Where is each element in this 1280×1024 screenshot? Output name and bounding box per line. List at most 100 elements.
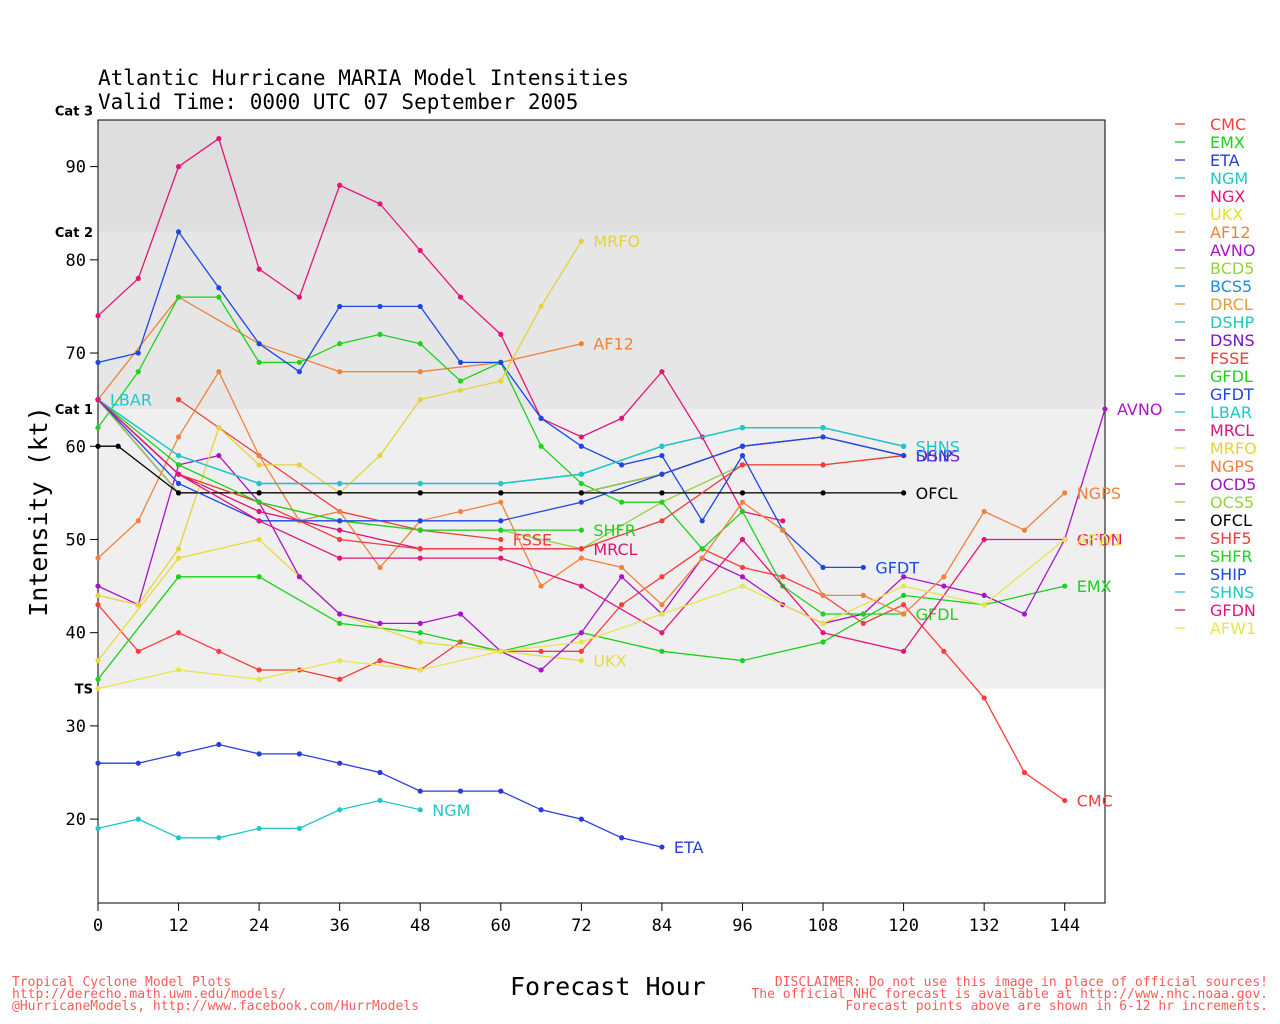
data-point-gfdt xyxy=(417,303,423,310)
data-point-cmc xyxy=(216,648,222,654)
data-point-ship xyxy=(578,499,584,505)
data-point-afw1 xyxy=(175,667,182,673)
y-axis-label: Intensity (kt) xyxy=(24,406,53,617)
end-label-avno: AVNO xyxy=(1117,400,1162,419)
y-tick-label: 80 xyxy=(66,251,86,271)
data-point-ngx xyxy=(95,313,101,319)
data-point-gfdl xyxy=(538,443,544,449)
data-point-cmc xyxy=(377,658,383,664)
data-point-gfdt xyxy=(457,359,464,365)
data-point-gfdt xyxy=(377,303,383,310)
data-point-ngx xyxy=(377,201,383,207)
legend-label-emx: EMX xyxy=(1210,133,1245,152)
data-point-gfdt xyxy=(337,303,343,310)
data-point-gfdn xyxy=(901,648,907,654)
data-point-gfdt xyxy=(659,452,665,459)
data-point-mrcl xyxy=(337,527,343,533)
data-point-ofcl xyxy=(337,490,343,496)
legend-label-mrfo: MRFO xyxy=(1210,439,1257,458)
data-point-ukx xyxy=(417,639,423,645)
data-point-gfdn xyxy=(981,536,987,543)
data-point-ngps xyxy=(901,611,907,617)
data-point-ngps xyxy=(1021,527,1028,533)
data-point-ngps xyxy=(780,527,786,533)
legend-label-bcd5: BCD5 xyxy=(1210,259,1254,278)
data-point-shfr xyxy=(256,499,262,505)
data-point-avno xyxy=(337,611,343,617)
data-point-ngps xyxy=(860,592,866,598)
data-point-ofcl xyxy=(256,490,262,496)
data-point-gfdl xyxy=(457,378,464,384)
x-tick-label: 60 xyxy=(491,916,511,936)
disclaimer-line3: Forecast points above are shown in 6-12 … xyxy=(845,999,1268,1014)
data-point-ngps xyxy=(377,564,383,571)
data-point-avno xyxy=(538,667,544,673)
data-point-emx xyxy=(1062,583,1068,589)
data-point-avno xyxy=(457,611,464,617)
series-line-gfdt xyxy=(97,230,864,569)
data-point-ukx xyxy=(95,658,101,664)
data-point-ngx xyxy=(498,331,504,337)
data-point-gfdt xyxy=(820,564,826,571)
data-point-gfdn xyxy=(659,630,665,636)
legend-label-eta: ETA xyxy=(1210,151,1240,170)
data-point-gfdl xyxy=(820,611,826,617)
data-point-ngps xyxy=(619,564,625,571)
end-label-ship: SHIP xyxy=(916,447,953,466)
data-point-ofcl xyxy=(175,490,182,496)
data-point-ship xyxy=(175,480,182,487)
legend-label-shf5: SHF5 xyxy=(1210,529,1252,548)
data-point-ngps xyxy=(578,555,584,561)
data-point-mrfo xyxy=(296,462,302,468)
data-point-gfdl xyxy=(95,425,101,431)
data-point-gfdt xyxy=(860,564,866,571)
data-point-cmc xyxy=(1021,769,1028,776)
series-line-avno xyxy=(97,408,1106,671)
credit-line3[interactable]: @HurricaneModels, http://www.facebook.co… xyxy=(12,999,419,1014)
end-label-gfdl: GFDL xyxy=(916,605,959,624)
data-point-ship xyxy=(820,434,826,440)
data-point-shns xyxy=(417,480,423,487)
category-label-ts: TS xyxy=(75,683,93,698)
credit-line2[interactable]: http://derecho.math.uwm.edu/models/ xyxy=(12,987,286,1002)
data-point-afw1 xyxy=(498,648,504,654)
data-point-avno xyxy=(941,583,947,589)
x-tick-label: 12 xyxy=(168,916,188,936)
data-point-ukx xyxy=(175,555,182,561)
end-label-ofcl: OFCL xyxy=(916,484,958,503)
data-point-gfdt xyxy=(498,359,504,365)
data-point-eta xyxy=(175,751,182,757)
data-point-cmc xyxy=(780,574,786,580)
category-band-cat-1 xyxy=(98,231,1105,409)
data-point-avno xyxy=(981,592,987,598)
data-point-gfdl xyxy=(578,480,584,487)
legend-label-dsns: DSNS xyxy=(1210,331,1255,350)
data-point-gfdt xyxy=(135,350,141,356)
end-label-emx: EMX xyxy=(1077,577,1112,596)
data-point-afw1 xyxy=(1062,536,1068,543)
y-tick-label: 30 xyxy=(66,717,86,737)
x-tick-label: 48 xyxy=(410,916,430,936)
data-point-gfdl xyxy=(417,341,423,347)
legend-label-drcl: DRCL xyxy=(1210,295,1253,314)
data-point-avno xyxy=(1102,406,1108,412)
data-point-af12 xyxy=(417,369,423,375)
data-point-shfr xyxy=(417,527,423,533)
data-point-avno xyxy=(739,574,746,580)
data-point-ukx xyxy=(578,658,584,664)
data-point-avno xyxy=(619,574,625,580)
data-point-cmc xyxy=(860,620,866,626)
data-point-gfdl xyxy=(175,294,182,300)
data-point-shns xyxy=(739,425,746,431)
data-point-ngx xyxy=(619,415,625,421)
data-point-ngps xyxy=(538,583,544,589)
end-label-afw1: AFW1 xyxy=(1077,530,1123,549)
data-point-mrfo xyxy=(457,387,464,393)
legend-label-ngps: NGPS xyxy=(1210,457,1254,476)
series-line-ofcl xyxy=(98,445,904,494)
data-point-ngx xyxy=(457,294,464,300)
data-point-mrfo xyxy=(135,602,141,608)
legend-label-ocd5: OCD5 xyxy=(1210,475,1256,494)
data-point-cmc xyxy=(175,630,182,636)
